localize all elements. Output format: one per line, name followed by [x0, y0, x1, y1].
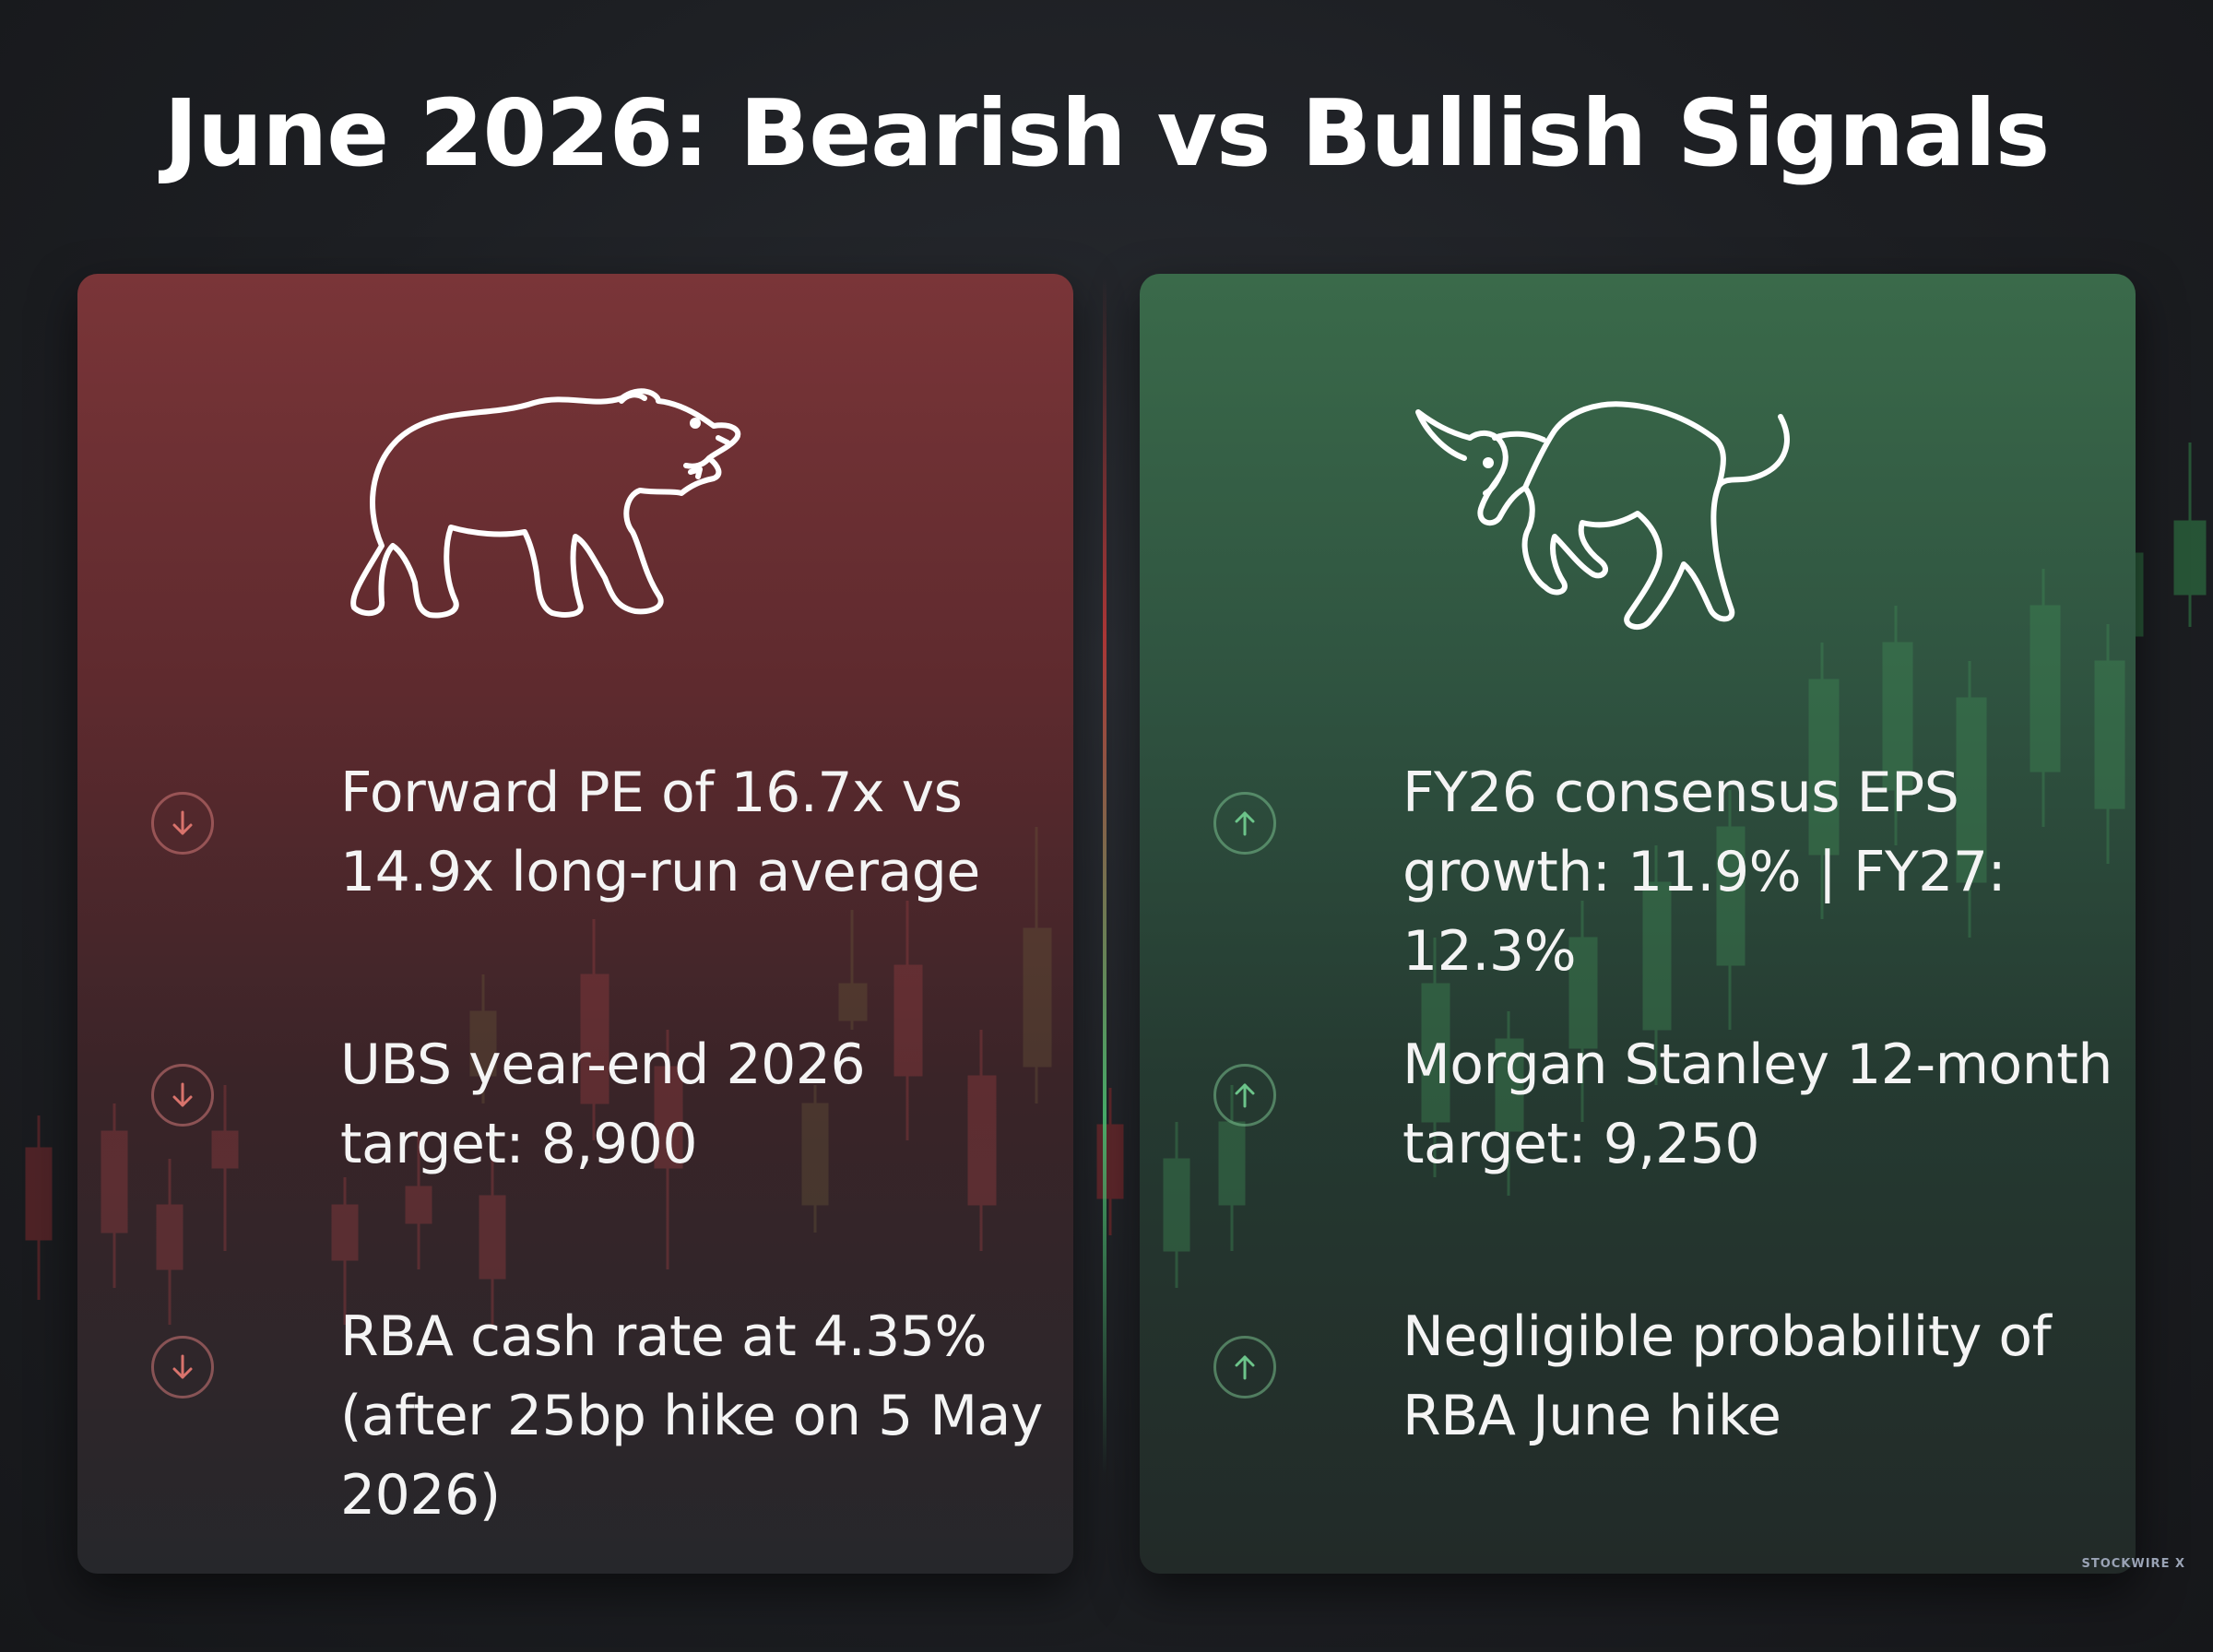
arrow-up-icon [1213, 792, 1276, 855]
bull-signal-text: Negligible probability of RBA June hike [1402, 1304, 2052, 1448]
bull-signal-text: FY26 consensus EPS growth: 11.9% | FY27:… [1402, 761, 2006, 984]
bullish-panel: FY26 consensus EPS growth: 11.9% | FY27:… [1140, 274, 2136, 1574]
bull-candlestick-decoration [1163, 569, 2125, 1288]
brand-watermark: STOCKWIRE X [2081, 1557, 2185, 1571]
bear-signal-text: UBS year-end 2026 target: 8,900 [340, 1032, 866, 1176]
arrow-up-icon [1213, 1064, 1276, 1127]
bear-signal-text: Forward PE of 16.7x vs 14.9x long-run av… [340, 761, 980, 904]
bull-outline-icon [1415, 401, 1791, 631]
bear-signal-text: RBA cash rate at 4.35% (after 25bp hike … [340, 1304, 1043, 1528]
bear-outline-icon [350, 388, 741, 619]
bull-signal-text: Morgan Stanley 12-month target: 9,250 [1402, 1032, 2112, 1176]
arrow-down-icon [151, 1064, 214, 1127]
center-divider [1103, 277, 1106, 1475]
bear-candlestick-decoration [101, 827, 1052, 1325]
page-title: June 2026: Bearish vs Bullish Signals [163, 79, 2051, 187]
bearish-panel: Forward PE of 16.7x vs 14.9x long-run av… [77, 274, 1073, 1574]
arrow-down-icon [151, 792, 214, 855]
arrow-up-icon [1213, 1336, 1276, 1398]
arrow-down-icon [151, 1336, 214, 1398]
